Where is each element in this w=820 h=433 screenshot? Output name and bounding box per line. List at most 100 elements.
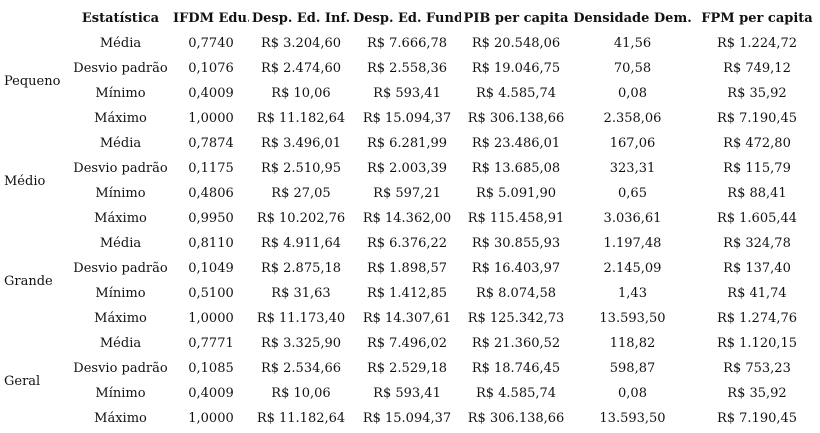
table-cell: R$ 115,79 — [723, 161, 791, 176]
table-cell: R$ 88,41 — [727, 186, 787, 201]
table-row: Máximo 1,0000 R$ 11.182,64 R$ 15.094,37 R$ 3… — [0, 406, 820, 431]
table-row: Médio Média 0,7874 R$ 3.496,01 R$ 6.281,99 R$… — [0, 131, 820, 189]
table-cell: R$ 1.412,85 — [366, 286, 448, 301]
table-cell: R$ 27,05 — [271, 186, 331, 201]
table-row: Mínimo 0,4009 R$ 10,06 R$ 593,41 R$ 4.585,74… — [0, 381, 820, 406]
table-cell: R$ 7.496,02 — [366, 336, 448, 351]
table-cell: 0,9950 — [188, 211, 234, 226]
statistic-label: Mínimo — [95, 286, 146, 301]
table-row: Desvio padrão 0,1085 R$ 2.534,66 R$ 2.529,1… — [0, 356, 820, 381]
table-cell: R$ 137,40 — [723, 261, 791, 276]
table-cell: 41,56 — [613, 36, 652, 51]
table-cell: 323,31 — [609, 161, 656, 176]
group-label: Geral — [4, 373, 41, 389]
table-row: Máximo 0,9950 R$ 10.202,76 R$ 14.362,00 R$ 1… — [0, 206, 820, 231]
table-cell: R$ 11.173,40 — [256, 311, 346, 326]
table-cell: R$ 1.274,76 — [716, 311, 798, 326]
table-cell: R$ 35,92 — [727, 386, 787, 401]
table-cell: R$ 11.182,64 — [256, 111, 346, 126]
table-cell: 3.036,61 — [603, 211, 662, 226]
table-cell: R$ 5.091,90 — [475, 186, 557, 201]
table-row: Mínimo 0,5100 R$ 31,63 R$ 1.412,85 R$ 8.074,… — [0, 281, 820, 306]
table-cell: R$ 753,23 — [723, 361, 791, 376]
table-cell: 0,4806 — [188, 186, 234, 201]
group-label: Grande — [4, 273, 53, 289]
table-cell: R$ 14.307,61 — [362, 311, 452, 326]
table-cell: R$ 2.534,66 — [260, 361, 342, 376]
table-cell: R$ 2.003,39 — [366, 161, 448, 176]
statistic-label: Desvio padrão — [73, 261, 168, 276]
table-cell: R$ 472,80 — [723, 136, 791, 151]
column-header: Desp. Ed. Inf. — [251, 11, 351, 26]
column-header: FPM per capita — [701, 11, 813, 26]
table-cell: R$ 1.120,15 — [716, 336, 798, 351]
table-row: Desvio padrão 0,1076 R$ 2.474,60 R$ 2.558,3… — [0, 56, 820, 81]
table-cell: 1.197,48 — [603, 236, 662, 251]
column-header: Estatística — [81, 11, 160, 26]
table-cell: 1,0000 — [188, 111, 234, 126]
table-cell: 0,4009 — [188, 86, 234, 101]
table-cell: R$ 306.138,66 — [467, 411, 565, 426]
table-cell: R$ 2.529,18 — [366, 361, 448, 376]
table-cell: R$ 35,92 — [727, 86, 787, 101]
table-cell: R$ 8.074,58 — [475, 286, 557, 301]
table-cell: R$ 749,12 — [723, 61, 791, 76]
table-cell: R$ 4.585,74 — [475, 86, 557, 101]
table-cell: 0,1049 — [188, 261, 234, 276]
column-header: Desp. Ed. Fund. — [353, 11, 461, 26]
table-cell: 0,5100 — [188, 286, 234, 301]
table-cell: R$ 593,41 — [373, 86, 441, 101]
table-row: Pequeno Média 0,7740 R$ 3.204,60 R$ 7.666,78… — [0, 31, 820, 89]
table-cell: R$ 18.746,45 — [471, 361, 561, 376]
statistic-label: Máximo — [94, 211, 147, 226]
table-cell: R$ 1.224,72 — [716, 36, 798, 51]
statistic-label: Média — [99, 236, 142, 251]
table-cell: R$ 3.325,90 — [260, 336, 342, 351]
group-label: Médio — [4, 173, 46, 189]
table-cell: R$ 125.342,73 — [467, 311, 565, 326]
table-cell: R$ 15.094,37 — [362, 411, 452, 426]
table-cell: 13.593,50 — [599, 411, 666, 426]
table-cell: R$ 11.182,64 — [256, 411, 346, 426]
table-cell: 0,08 — [618, 86, 647, 101]
statistics-table: Estatística IFDM Edu. Desp. Ed. Inf. Des… — [0, 6, 820, 431]
table-cell: 0,65 — [618, 186, 647, 201]
table-cell: R$ 30.855,93 — [471, 236, 561, 251]
statistic-label: Média — [99, 36, 142, 51]
table-cell: R$ 4.585,74 — [475, 386, 557, 401]
table-cell: 598,87 — [609, 361, 656, 376]
table-row: Mínimo 0,4009 R$ 10,06 R$ 593,41 R$ 4.585,74… — [0, 81, 820, 106]
statistics-table-container: Estatística IFDM Edu. Desp. Ed. Inf. Des… — [0, 6, 820, 431]
table-cell: 2.358,06 — [603, 111, 662, 126]
table-cell: R$ 3.496,01 — [260, 136, 342, 151]
header-row: Estatística IFDM Edu. Desp. Ed. Inf. Des… — [0, 6, 820, 31]
table-cell: 1,0000 — [188, 411, 234, 426]
table-cell: R$ 10,06 — [271, 386, 331, 401]
table-cell: R$ 2.474,60 — [260, 61, 342, 76]
table-cell: R$ 20.548,06 — [471, 36, 561, 51]
table-row: Geral Média 0,7771 R$ 3.325,90 R$ 7.496,02 R$… — [0, 331, 820, 389]
table-cell: R$ 1.605,44 — [716, 211, 798, 226]
table-cell: R$ 7.190,45 — [716, 411, 798, 426]
table-cell: R$ 1.898,57 — [366, 261, 448, 276]
table-cell: R$ 10,06 — [271, 86, 331, 101]
column-header: PIB per capita — [463, 11, 569, 26]
table-cell: 0,7874 — [188, 136, 234, 151]
table-cell: 0,4009 — [188, 386, 234, 401]
table-row: Máximo 1,0000 R$ 11.173,40 R$ 14.307,61 R$ 1… — [0, 306, 820, 331]
statistic-label: Desvio padrão — [73, 161, 168, 176]
table-cell: 0,7740 — [188, 36, 234, 51]
table-cell: R$ 14.362,00 — [362, 211, 452, 226]
statistic-label: Desvio padrão — [73, 361, 168, 376]
table-cell: R$ 306.138,66 — [467, 111, 565, 126]
table-cell: 0,1076 — [188, 61, 234, 76]
table-cell: 1,43 — [618, 286, 647, 301]
table-cell: 0,8110 — [188, 236, 234, 251]
column-header: IFDM Edu. — [173, 11, 249, 26]
table-cell: 70,58 — [613, 61, 652, 76]
table-cell: R$ 115.458,91 — [467, 211, 565, 226]
group-label: Pequeno — [4, 73, 61, 89]
table-cell: R$ 4.911,64 — [260, 236, 342, 251]
table-body: Pequeno Média 0,7740 R$ 3.204,60 R$ 7.666,78… — [0, 31, 820, 431]
table-cell: R$ 6.281,99 — [366, 136, 448, 151]
